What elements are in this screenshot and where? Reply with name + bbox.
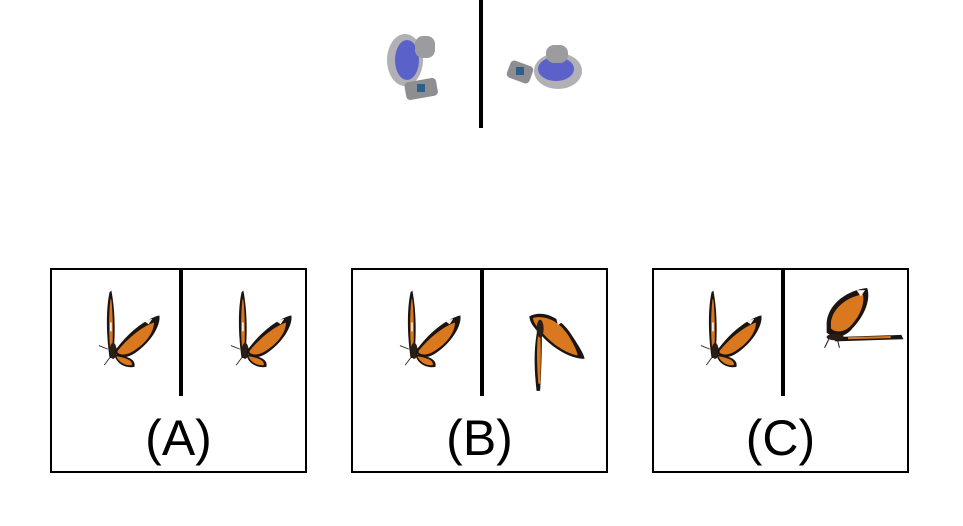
option-label: (B)	[446, 410, 513, 466]
fan-object-icon	[506, 36, 584, 106]
reference-divider	[479, 0, 483, 128]
option-a[interactable]: (A)	[50, 268, 307, 473]
option-divider	[179, 270, 183, 396]
option-divider	[781, 270, 785, 396]
butterfly-side-icon	[90, 276, 170, 376]
option-label: (C)	[745, 410, 816, 466]
option-b[interactable]: (B)	[351, 268, 608, 473]
butterfly-side-icon	[391, 276, 471, 376]
fan-object-icon	[383, 30, 443, 100]
option-label: (A)	[145, 410, 212, 466]
option-c[interactable]: (C)	[652, 268, 909, 473]
butterfly-flat-icon	[816, 284, 912, 356]
butterfly-tilted-icon	[517, 300, 597, 400]
option-divider	[480, 270, 484, 396]
butterfly-side-icon	[692, 276, 772, 376]
butterfly-side-icon	[222, 276, 302, 376]
